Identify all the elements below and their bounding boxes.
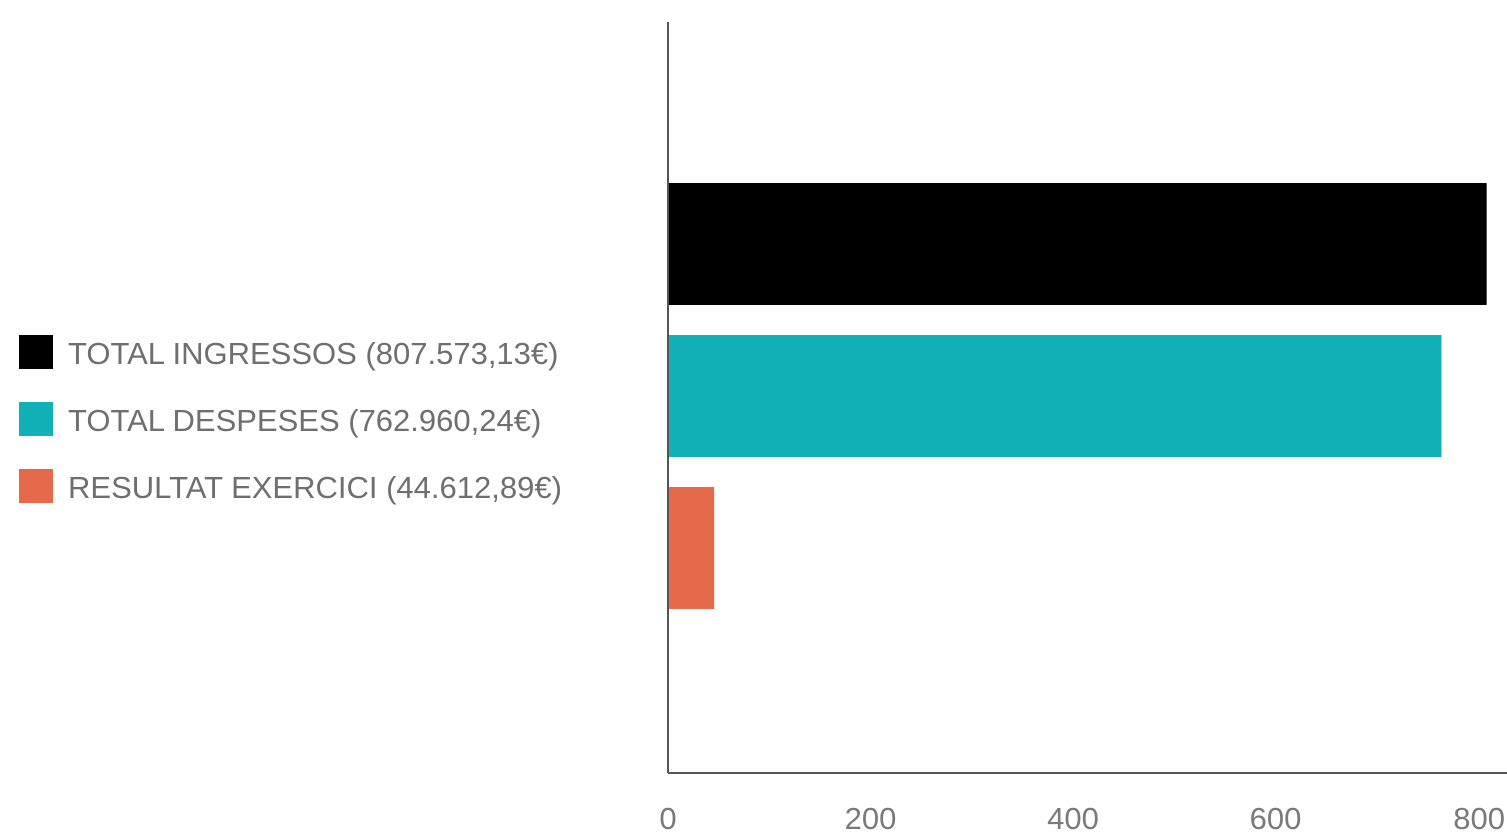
legend-swatch [19,335,53,369]
legend-label: RESULTAT EXERCICI (44.612,89€) [68,470,562,505]
chart-x-ticks: 0 200 400 600 800 [659,801,1505,835]
bar-3 [669,487,715,609]
x-tick-label: 200 [845,801,897,835]
legend-swatch [19,402,53,436]
x-tick-label: 0 [659,801,676,835]
legend-swatch [19,469,53,503]
x-tick-label: 400 [1047,801,1099,835]
x-tick-label: 600 [1250,801,1302,835]
chart-legend: TOTAL INGRESSOS (807.573,13€) TOTAL DESPE… [19,335,562,505]
chart-bars [669,183,1487,609]
legend-label: TOTAL INGRESSOS (807.573,13€) [68,336,558,371]
legend-label: TOTAL DESPESES (762.960,24€) [68,403,541,438]
chart-axes [667,22,1507,774]
bar-1 [669,183,1487,305]
bar-2 [669,335,1442,457]
x-tick-label: 800 [1453,801,1505,835]
